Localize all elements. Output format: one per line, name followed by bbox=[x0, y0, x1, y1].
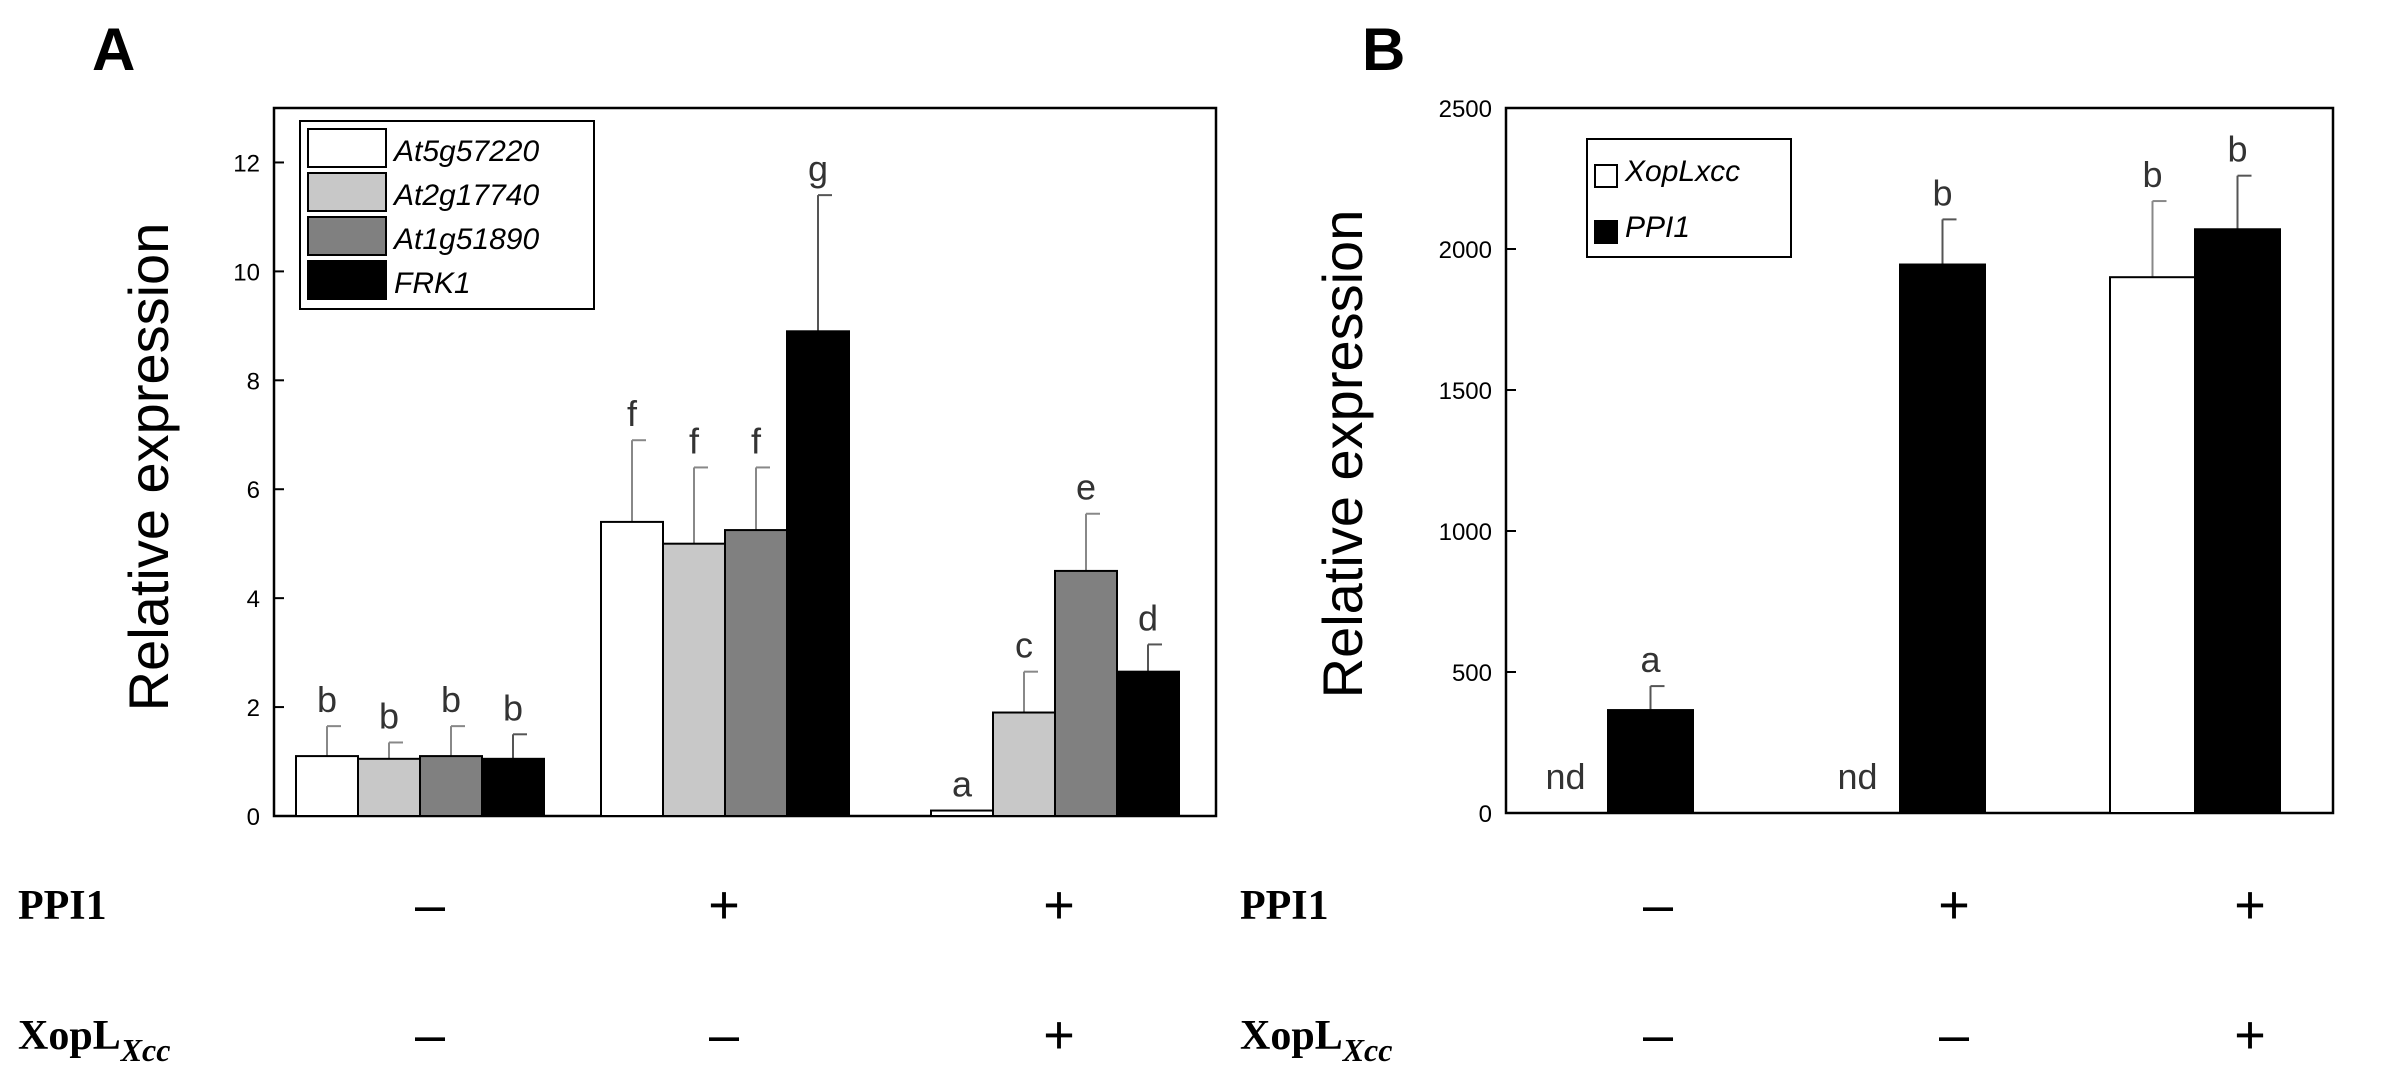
panel-b-bar-ppi1 bbox=[1607, 709, 1694, 815]
panel-b-conditions: PPI1 – + + XopLXcc – – + bbox=[1240, 875, 2266, 1068]
panel-a-bar-frk1 bbox=[1116, 670, 1180, 818]
panel-b-legend-swatch bbox=[1594, 220, 1618, 244]
panel-b-condition-sign: – bbox=[1643, 875, 1673, 935]
panel-b-legend: XopLxcc PPI1 bbox=[1586, 138, 1792, 258]
panel-b-y-tick-label: 0 bbox=[1479, 801, 1492, 828]
panel-a-y-tick-label: 2 bbox=[247, 695, 260, 722]
panel-b-bar-ppi1 bbox=[1899, 263, 1986, 814]
panel-b-significance-letter: b bbox=[1932, 172, 1952, 213]
panel-b-condition-name: PPI1 bbox=[1240, 883, 1329, 929]
panel-a-bar-frk1 bbox=[481, 757, 545, 817]
panel-a-y-tick-label: 4 bbox=[247, 586, 260, 613]
panel-a-significance-letter: f bbox=[627, 393, 638, 434]
panel-a-condition-sign: + bbox=[708, 875, 740, 935]
panel-a-conditions: PPI1 – + + XopLXcc – – + bbox=[18, 875, 1075, 1068]
panel-a-condition-sign: + bbox=[1043, 875, 1075, 935]
panel-b-y-tick-label: 1000 bbox=[1439, 519, 1492, 546]
panel-a-significance-letter: b bbox=[317, 679, 337, 720]
panel-b-condition-sign: + bbox=[2234, 1005, 2266, 1065]
panel-a-y-axis-label: Relative expression bbox=[117, 223, 180, 712]
panel-a-y-tick-label: 10 bbox=[233, 259, 260, 286]
panel-a-bars: b f a b f c b f e b g d bbox=[295, 148, 1180, 818]
panel-b: B Relative expression 0 500 1000 1500 2000 25… bbox=[1240, 16, 2335, 1068]
panel-b-significance-letter: b bbox=[2227, 129, 2247, 170]
panel-a-legend-label: FRK1 bbox=[394, 267, 471, 300]
panel-a-bar-at1g51890 bbox=[419, 755, 483, 817]
panel-a-y-tick-label: 0 bbox=[247, 804, 260, 831]
panel-a-condition-name: PPI1 bbox=[18, 883, 107, 929]
panel-a-condition-label: XopLXcc bbox=[18, 1013, 170, 1068]
panel-b-significance-letter: a bbox=[1640, 639, 1661, 680]
panel-a-significance-letter: d bbox=[1138, 597, 1158, 638]
panel-a-legend-swatch bbox=[307, 216, 387, 256]
panel-b-condition-sign: + bbox=[1938, 875, 1970, 935]
panel-b-not-detected-label: nd bbox=[1545, 756, 1585, 797]
panel-a-significance-letter: f bbox=[751, 420, 762, 461]
panel-b-y-tick-label: 500 bbox=[1452, 660, 1492, 687]
panel-a-condition-sign: – bbox=[415, 1005, 445, 1065]
panel-a-bar-at5g57220 bbox=[930, 809, 994, 817]
panel-b-legend-swatch bbox=[1594, 164, 1618, 188]
panel-a-condition-label: PPI1 bbox=[18, 883, 107, 929]
panel-a-bar-at1g51890 bbox=[1054, 569, 1118, 818]
panel-a-condition-subscript: Xcc bbox=[120, 1032, 171, 1068]
panel-b-condition-name: XopL bbox=[1240, 1013, 1343, 1059]
panel-a-condition-sign: – bbox=[415, 875, 445, 935]
panel-a-legend-swatch bbox=[307, 260, 387, 300]
panel-a-legend-label: At1g51890 bbox=[392, 223, 539, 256]
panel-a-significance-letter: a bbox=[952, 764, 973, 805]
panel-b-condition-subscript: Xcc bbox=[1342, 1032, 1393, 1068]
panel-b-condition-sign: – bbox=[1939, 1005, 1969, 1065]
panel-b-legend-label: XopLxcc bbox=[1624, 155, 1740, 188]
panel-a-bar-at5g57220 bbox=[295, 755, 359, 817]
panel-a-bar-frk1 bbox=[786, 330, 850, 817]
panel-a-bar-at2g17740 bbox=[357, 757, 421, 817]
panel-b-not-detected-label: nd bbox=[1837, 756, 1877, 797]
panel-a-legend: At5g57220 At2g17740 At1g51890 FRK1 bbox=[299, 120, 595, 310]
panel-b-condition-label: PPI1 bbox=[1240, 883, 1329, 929]
panel-a-y-tick-label: 12 bbox=[233, 150, 260, 177]
panel-a-legend-label: At2g17740 bbox=[392, 179, 539, 212]
panel-a-bar-at1g51890 bbox=[724, 529, 788, 817]
panel-b-significance-letter: b bbox=[2142, 154, 2162, 195]
panel-b-y-axis-label: Relative expression bbox=[1311, 210, 1374, 699]
panel-b-bar-xoplxcc bbox=[2109, 276, 2196, 814]
panel-b-y-tick-label: 1500 bbox=[1439, 378, 1492, 405]
panel-a-condition-sign: – bbox=[709, 1005, 739, 1065]
panel-a-significance-letter: b bbox=[441, 679, 461, 720]
panel-a-bar-at2g17740 bbox=[992, 711, 1056, 817]
panel-b-axes: 0 500 1000 1500 2000 2500 bbox=[1439, 96, 2335, 828]
panel-a-condition-name: XopL bbox=[18, 1013, 121, 1059]
panel-a-significance-letter: g bbox=[808, 148, 828, 189]
panel-b-bars: nd nd b a b b bbox=[1545, 129, 2281, 815]
panel-b-condition-label: XopLXcc bbox=[1240, 1013, 1392, 1068]
panel-a-condition-sign: + bbox=[1043, 1005, 1075, 1065]
panel-a-legend-swatch bbox=[307, 172, 387, 212]
panel-a-legend-swatch bbox=[307, 128, 387, 168]
panel-a-significance-letter: f bbox=[689, 420, 700, 461]
panel-a-significance-letter: b bbox=[503, 687, 523, 728]
panel-b-y-tick-label: 2500 bbox=[1439, 96, 1492, 123]
panel-b-label: B bbox=[1362, 16, 1405, 83]
panel-a-label: A bbox=[92, 16, 135, 83]
panel-a-significance-letter: c bbox=[1015, 625, 1033, 666]
panel-a-y-tick-label: 6 bbox=[247, 477, 260, 504]
panel-a-legend-label: At5g57220 bbox=[392, 135, 539, 168]
panel-a-significance-letter: e bbox=[1076, 467, 1096, 508]
panel-a-y-tick-label: 8 bbox=[247, 368, 260, 395]
panel-a-bar-at5g57220 bbox=[600, 520, 664, 818]
panel-a-bar-at2g17740 bbox=[662, 542, 726, 817]
panel-b-legend-label: PPI1 bbox=[1625, 211, 1690, 244]
panel-b-bar-ppi1 bbox=[2194, 228, 2281, 814]
panel-b-legend-box bbox=[1586, 138, 1792, 258]
panel-b-condition-sign: + bbox=[2234, 875, 2266, 935]
panel-b-y-tick-label: 2000 bbox=[1439, 237, 1492, 264]
panel-a: A Relative expression 0 2 4 6 8 10 12 b f a b f c b f… bbox=[18, 16, 1218, 1068]
panel-b-condition-sign: – bbox=[1643, 1005, 1673, 1065]
panel-a-significance-letter: b bbox=[379, 695, 399, 736]
